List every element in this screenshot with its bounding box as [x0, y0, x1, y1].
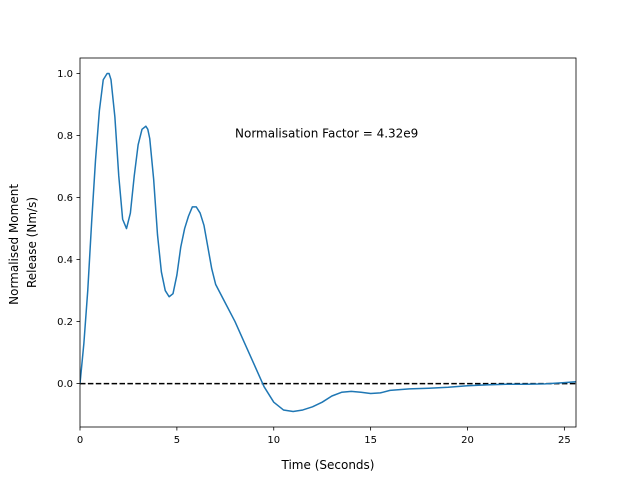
- y-tick-label: 0.8: [57, 131, 73, 142]
- x-tick-label: 0: [77, 435, 83, 446]
- axes: 0 5 10 15 20 25 0.0 0.2 0.4 0.6 0.8 1.0: [57, 57, 577, 446]
- y-tick-label: 1.0: [57, 69, 73, 80]
- y-axis-label: Normalised Moment Release (Nm/s): [7, 180, 39, 305]
- x-tick-label: 20: [461, 435, 474, 446]
- plot-area: [80, 72, 576, 413]
- x-tick-label: 10: [267, 435, 280, 446]
- x-tick-label: 25: [558, 435, 571, 446]
- y-tick-label: 0.6: [57, 193, 73, 204]
- y-axis-label-line-2: Release (Nm/s): [25, 197, 39, 288]
- axes-frame: [79, 57, 577, 428]
- x-axis-label: Time (Seconds): [281, 458, 375, 472]
- x-tick-label: 15: [364, 435, 377, 446]
- y-tick-label: 0.0: [57, 379, 73, 390]
- y-tick-label: 0.2: [57, 317, 73, 328]
- normalisation-annotation: Normalisation Factor = 4.32e9: [235, 126, 418, 140]
- series-line-1: [80, 72, 576, 413]
- y-axis-label-line-1: Normalised Moment: [7, 184, 21, 305]
- x-tick-label: 5: [174, 435, 180, 446]
- plot-clip-group: [80, 72, 576, 413]
- y-tick-label: 0.4: [57, 255, 73, 266]
